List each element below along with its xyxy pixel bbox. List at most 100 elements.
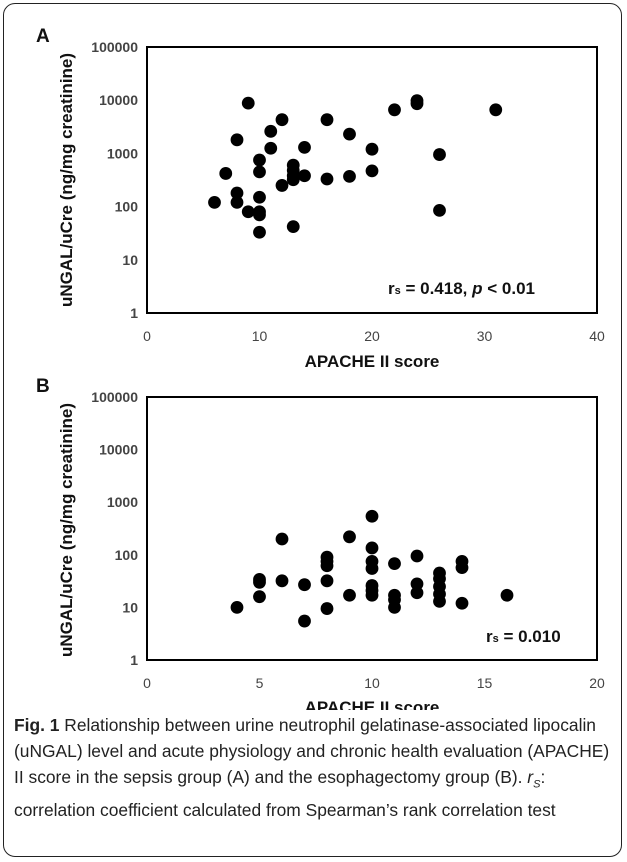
y-tick-label-a: 10 — [122, 252, 138, 268]
y-tick-label-b: 1000 — [107, 494, 138, 510]
plot-frame-a — [146, 46, 598, 314]
annotation-value-a: = 0.418, — [401, 279, 472, 298]
data-point-b — [365, 562, 379, 575]
y-tick-label-b: 100 — [115, 547, 139, 563]
x-tick-label-b: 10 — [364, 675, 380, 691]
data-point-b — [253, 575, 266, 589]
data-point-a — [208, 195, 221, 209]
x-tick-label-a: 20 — [364, 328, 380, 344]
x-tick-label-b: 0 — [143, 675, 151, 691]
x-tick-label-a: 10 — [252, 328, 268, 344]
data-point-b — [388, 601, 401, 614]
data-point-a — [286, 220, 300, 234]
annotation-p-a: p — [471, 279, 482, 298]
data-point-a — [275, 113, 289, 127]
data-point-b — [320, 559, 334, 573]
data-point-a — [388, 103, 401, 117]
data-point-b — [455, 596, 469, 610]
y-tick-label-a: 100000 — [91, 39, 138, 55]
data-point-b — [275, 532, 289, 546]
data-point-b — [365, 509, 379, 523]
data-point-a — [253, 153, 266, 167]
y-tick-label-a: 100 — [115, 199, 139, 215]
data-point-b — [253, 590, 266, 604]
data-point-a — [489, 103, 503, 117]
panel-label-b: B — [36, 376, 50, 397]
data-point-a — [433, 203, 446, 217]
x-tick-label-a: 0 — [143, 328, 151, 344]
x-tick-label-b: 20 — [589, 675, 605, 691]
annotation-p-value-a: < 0.01 — [483, 279, 535, 298]
data-point-b — [365, 588, 379, 602]
data-point-b — [410, 577, 424, 591]
data-point-a — [320, 172, 334, 186]
y-tick-label-a: 1 — [130, 305, 138, 321]
data-point-a — [343, 169, 356, 183]
data-point-b — [298, 578, 311, 592]
data-point-b — [343, 588, 356, 602]
x-tick-label-b: 15 — [477, 675, 493, 691]
data-point-b — [320, 602, 334, 615]
chart-panel-b: B 1 10 100 1000 10000 100000 0 5 10 15 20 APACHE II … — [36, 376, 605, 710]
data-point-a — [230, 133, 244, 147]
data-point-b — [320, 574, 334, 588]
y-tick-label-a: 1000 — [107, 145, 138, 161]
data-point-b — [230, 601, 244, 614]
data-point-a — [264, 124, 278, 138]
annotation-r-b: r — [486, 627, 493, 646]
chart-panel-a: A 1 10 100 1000 10000 100000 0 10 20 30 40 APACHE II… — [36, 26, 605, 371]
caption-text-2: : correlation coefficient calculated fro… — [14, 767, 556, 821]
data-point-b — [365, 541, 379, 555]
data-point-a — [253, 190, 266, 204]
caption-r-subscript: S — [533, 778, 541, 791]
y-tick-label-b: 100000 — [91, 389, 138, 405]
annotation-r-a: r — [388, 279, 395, 298]
data-point-a — [286, 173, 300, 187]
caption-r-symbol: r — [527, 767, 534, 787]
x-tick-label-a: 40 — [589, 328, 605, 344]
data-point-a — [410, 97, 424, 111]
data-point-b — [500, 588, 514, 602]
data-point-b — [433, 595, 446, 608]
x-axis-title-a: APACHE II score — [305, 352, 440, 371]
data-point-b — [410, 586, 424, 600]
data-point-b — [275, 574, 289, 588]
data-point-a — [365, 142, 379, 156]
data-point-b — [343, 530, 356, 544]
figure-frame — [3, 3, 622, 857]
data-point-a — [275, 179, 289, 192]
y-tick-label-b: 10000 — [99, 442, 138, 458]
figure-caption: Fig. 1 Relationship between urine neutro… — [14, 712, 614, 823]
data-point-a — [241, 96, 255, 110]
correlation-annotation-a: rs = 0.418, p < 0.01 — [388, 279, 535, 298]
correlation-annotation-b: rs = 0.010 — [486, 627, 561, 646]
x-axis-title-b: APACHE II score — [305, 698, 440, 710]
data-point-a — [298, 169, 311, 183]
data-point-a — [343, 127, 356, 141]
y-axis-title-a: uNGAL/uCre (ng/mg creatinine) — [57, 53, 76, 307]
y-axis-title-b: uNGAL/uCre (ng/mg creatinine) — [57, 403, 76, 657]
panel-label-a: A — [36, 26, 50, 47]
data-point-a — [320, 113, 334, 127]
data-point-a — [253, 165, 266, 179]
data-point-a — [230, 186, 244, 200]
data-point-a — [253, 225, 266, 239]
data-point-a — [253, 208, 266, 222]
data-point-b — [455, 561, 469, 575]
data-point-a — [365, 164, 379, 178]
data-point-a — [433, 148, 446, 161]
annotation-r-subscript-b: s — [493, 633, 499, 645]
data-point-b — [298, 614, 311, 628]
data-point-a — [298, 140, 311, 154]
plot-frame-b — [146, 396, 598, 661]
data-point-a — [230, 195, 244, 209]
x-tick-label-b: 5 — [256, 675, 264, 691]
annotation-r-subscript-a: s — [395, 285, 401, 297]
data-point-a — [219, 167, 233, 180]
y-tick-label-b: 1 — [130, 652, 138, 668]
y-tick-label-a: 10000 — [99, 92, 138, 108]
caption-fig-label: Fig. 1 — [14, 715, 60, 735]
data-point-a — [264, 141, 278, 155]
y-tick-label-b: 10 — [122, 599, 138, 615]
